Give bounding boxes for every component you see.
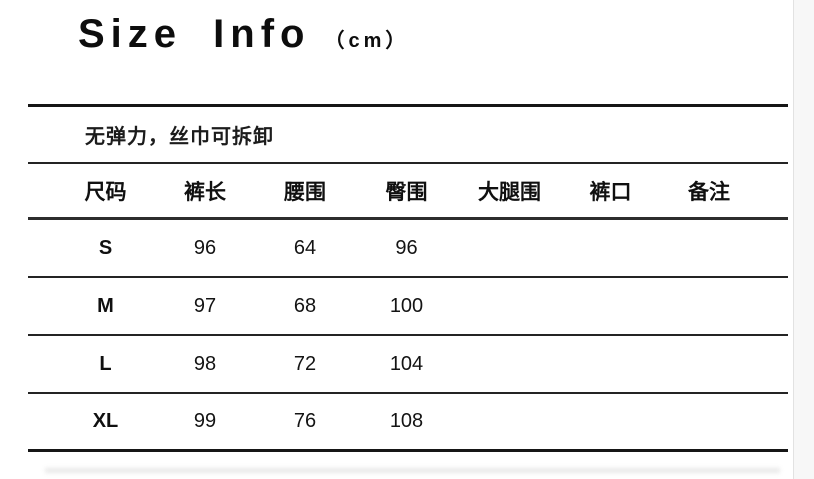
header-cell-waist: 腰围: [284, 180, 326, 204]
cell-hip: 96: [395, 236, 418, 259]
cell-waist: 72: [293, 352, 317, 375]
cell-size-label: XL: [92, 410, 119, 432]
header-cell-thigh: 大腿围: [478, 180, 541, 204]
table-row-m: M 97 68 100: [28, 278, 788, 336]
table-row-s: S 96 64 96: [28, 220, 788, 278]
header-cell-remarks: 备注: [688, 180, 730, 204]
cell-hip: 100: [389, 294, 424, 317]
page-edge-strip: [793, 0, 814, 479]
page-title: Size Info （cm）: [78, 8, 409, 60]
cell-size-label: M: [97, 294, 114, 317]
cell-hip: 104: [389, 352, 424, 375]
cell-waist: 64: [293, 236, 317, 259]
cell-pants-length: 99: [193, 410, 217, 432]
page-title-unit: （cm）: [324, 30, 410, 52]
header-cell-leg-opening: 裤口: [589, 180, 632, 204]
table-row-xl: XL 99 76 108: [28, 394, 788, 452]
cell-pants-length: 96: [193, 236, 217, 259]
header-cell-hip: 臀围: [385, 180, 428, 204]
bottom-artifact-line: [45, 468, 780, 473]
fabric-note-text: 无弹力，丝巾可拆卸: [85, 126, 274, 148]
cell-size-label: L: [99, 352, 112, 375]
cell-pants-length: 97: [193, 294, 217, 317]
table-row-l: L 98 72 104: [28, 336, 788, 394]
cell-size-label: S: [98, 236, 113, 259]
cell-waist: 76: [293, 410, 317, 432]
header-cell-size: 尺码: [84, 180, 127, 204]
page-title-text: Size Info: [78, 12, 311, 56]
size-chart-table: 无弹力，丝巾可拆卸 尺码 裤长 腰围 臀围 大腿围 裤口 备注 S 96 64 …: [28, 104, 788, 452]
cell-waist: 68: [293, 294, 317, 317]
cell-hip: 108: [389, 410, 424, 432]
table-header-row: 尺码 裤长 腰围 臀围 大腿围 裤口 备注: [28, 164, 788, 220]
header-cell-pants-length: 裤长: [184, 180, 226, 204]
cell-pants-length: 98: [193, 352, 217, 375]
fabric-note-row: 无弹力，丝巾可拆卸: [28, 107, 788, 164]
